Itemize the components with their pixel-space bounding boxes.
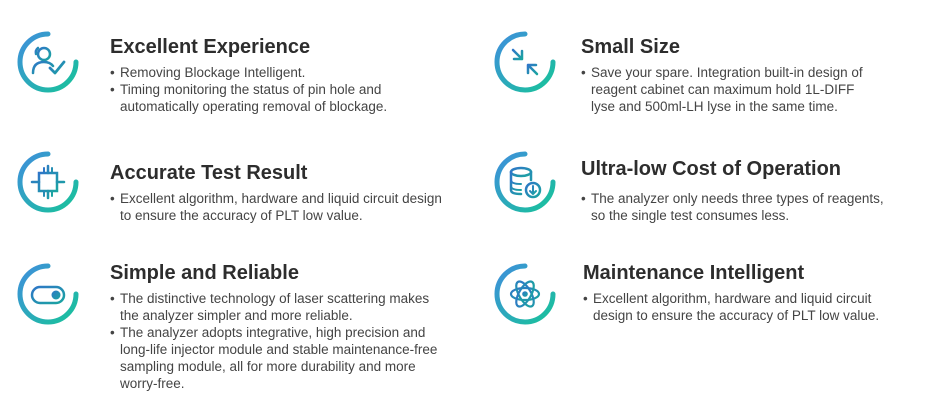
feature-title: Ultra-low Cost of Operation <box>581 158 841 180</box>
bullet-item: Save your spare. Integration built-in de… <box>581 64 881 115</box>
feature-ultra-low-cost: Ultra-low Cost of Operation The analyzer… <box>493 150 913 230</box>
feature-bullets: The analyzer only needs three types of r… <box>581 190 901 224</box>
feature-title: Maintenance Intelligent <box>583 262 805 284</box>
feature-simple-and-reliable: Simple and Reliable The distinctive tech… <box>16 262 456 397</box>
feature-title: Excellent Experience <box>110 36 311 58</box>
atom-icon <box>493 262 557 326</box>
bullet-item: The analyzer adopts integrative, high pr… <box>110 324 440 392</box>
shrink-arrows-icon <box>493 30 557 94</box>
users-check-icon <box>16 30 80 94</box>
feature-title: Simple and Reliable <box>110 262 299 284</box>
bullet-item: Excellent algorithm, hardware and liquid… <box>110 190 450 224</box>
feature-maintenance-intelligent: Maintenance Intelligent Excellent algori… <box>493 262 913 352</box>
feature-title: Small Size <box>581 36 680 58</box>
feature-bullets: Excellent algorithm, hardware and liquid… <box>110 190 450 224</box>
feature-excellent-experience: Excellent Experience Removing Blockage I… <box>16 30 436 140</box>
toggle-switch-icon <box>16 262 80 326</box>
bullet-item: Removing Blockage Intelligent. <box>110 64 410 81</box>
bullet-item: Excellent algorithm, hardware and liquid… <box>583 290 883 324</box>
feature-small-size: Small Size Save your spare. Integration … <box>493 30 913 140</box>
bullet-item: Timing monitoring the status of pin hole… <box>110 81 410 115</box>
target-frame-icon <box>16 150 80 214</box>
bullet-item: The distinctive technology of laser scat… <box>110 290 440 324</box>
feature-bullets: The distinctive technology of laser scat… <box>110 290 440 392</box>
feature-title: Accurate Test Result <box>110 162 308 184</box>
bullet-item: The analyzer only needs three types of r… <box>581 190 901 224</box>
feature-bullets: Save your spare. Integration built-in de… <box>581 64 881 115</box>
feature-accurate-test-result: Accurate Test Result Excellent algorithm… <box>16 150 456 230</box>
feature-bullets: Removing Blockage Intelligent. Timing mo… <box>110 64 410 115</box>
database-download-icon <box>493 150 557 214</box>
feature-bullets: Excellent algorithm, hardware and liquid… <box>583 290 883 324</box>
